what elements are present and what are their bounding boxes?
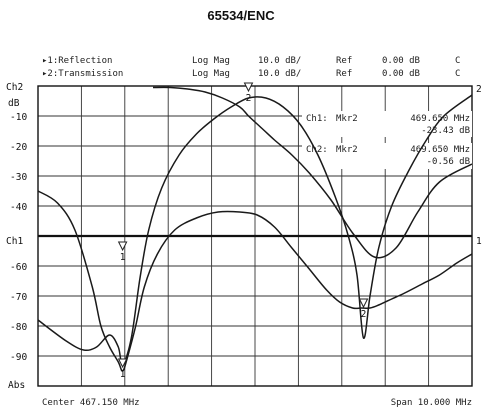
trace-group	[37, 86, 473, 372]
y-tick-label: -60	[10, 262, 27, 273]
marker-number-label: 1	[120, 369, 126, 380]
marker-triangle	[358, 298, 369, 309]
y-tick-label: -70	[10, 292, 27, 303]
marker-2-channel: Ch2:	[306, 145, 328, 155]
y-tick-label: -40	[10, 202, 27, 213]
marker-1-name: Mkr2	[336, 114, 358, 124]
y-tick-label: -90	[10, 352, 27, 363]
right-label-1: 1	[476, 236, 482, 247]
marker-number-label: 2	[246, 93, 252, 104]
channel-1-label: ▸1:Reflection	[42, 56, 112, 66]
marker-readout-1: Ch1: Mkr2 469.650 MHz -23.43 dB	[302, 111, 472, 137]
channel-1-ref-value: 0.00 dB	[382, 56, 420, 66]
left-label-ch1: Ch1	[6, 236, 23, 247]
center-frequency: Center 467.150 MHz	[42, 398, 140, 408]
channel-1-scale: 10.0 dB/	[258, 56, 301, 66]
trace-line-2	[37, 94, 473, 366]
ylabel-unit: dB	[8, 98, 20, 109]
marker-group: 1 1 2 2	[117, 82, 369, 380]
channel-1-ref-label: Ref	[336, 56, 352, 66]
trace-line-1	[37, 190, 473, 372]
trace-line-3	[152, 86, 473, 259]
marker-2-name: Mkr2	[336, 145, 358, 155]
chart-title: 65534/ENC	[207, 8, 275, 23]
left-label-ch2: Ch2	[6, 82, 23, 93]
channel-2-label: ▸2:Transmission	[42, 69, 123, 79]
left-label-abs: Abs	[8, 380, 25, 391]
channel-2-ref-value: 0.00 dB	[382, 69, 420, 79]
right-label-2: 2	[476, 84, 482, 95]
channel-2-flag: C	[455, 69, 460, 79]
channel-2-ref-label: Ref	[336, 69, 352, 79]
marker-readout-2: Ch2: Mkr2 469.650 MHz -0.56 dB	[302, 143, 472, 169]
marker-1-channel: Ch1:	[306, 114, 328, 124]
y-tick-label: -80	[10, 322, 27, 333]
channel-1-flag: C	[455, 56, 460, 66]
marker-number-label: 1	[120, 252, 126, 263]
channel-2-scale: 10.0 dB/	[258, 69, 301, 79]
marker-number-label: 2	[361, 309, 367, 320]
marker-triangle	[117, 241, 128, 252]
marker-triangle	[243, 82, 254, 93]
marker-1-value: -23.43 dB	[421, 126, 470, 136]
y-tick-labels: -10 -20 -30 -40 -60 -70 -80 -90	[10, 112, 27, 363]
y-tick-label: -10	[10, 112, 27, 123]
marker-2-freq: 469.650 MHz	[410, 145, 470, 155]
channel-1-format: Log Mag	[192, 56, 230, 66]
y-tick-label: -30	[10, 172, 27, 183]
channel-2-format: Log Mag	[192, 69, 230, 79]
marker-triangle	[117, 358, 128, 369]
span-frequency: Span 10.000 MHz	[391, 398, 472, 408]
y-tick-label: -20	[10, 142, 27, 153]
marker-2-value: -0.56 dB	[427, 157, 470, 167]
